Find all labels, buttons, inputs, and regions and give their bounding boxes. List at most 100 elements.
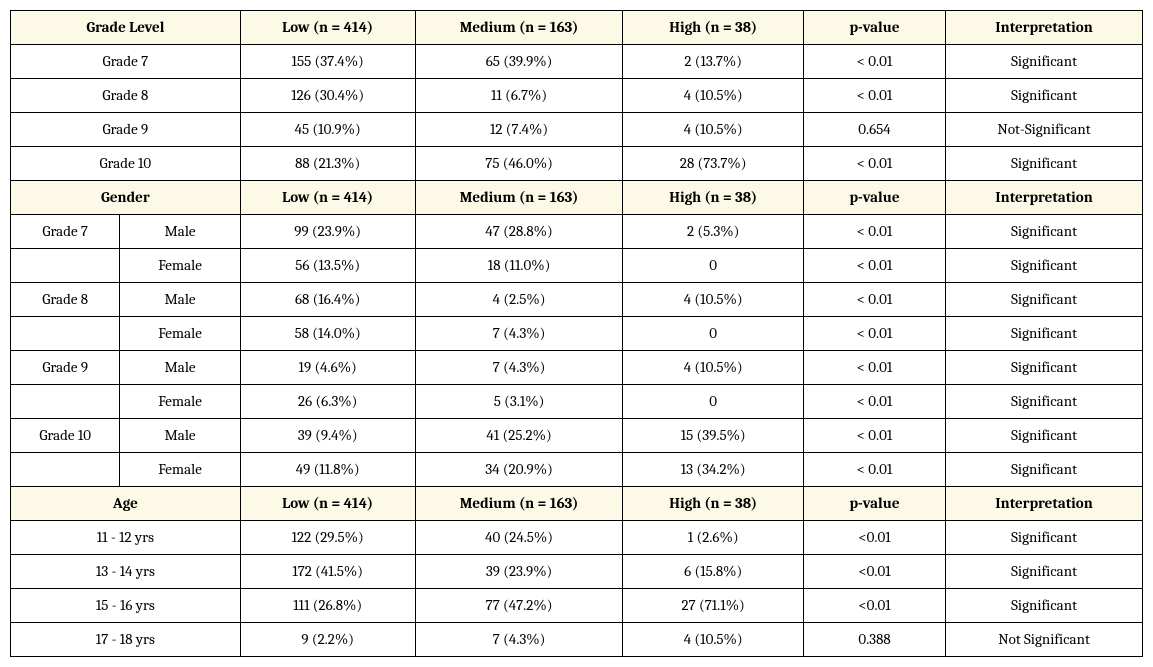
cell-pvalue: < 0.01: [803, 147, 945, 181]
cell-sex: Male: [120, 419, 240, 453]
cell-high: 28 (73.7%): [623, 147, 803, 181]
cell-low: 126 (30.4%): [240, 79, 415, 113]
cell-medium: 18 (11.0%): [415, 249, 623, 283]
cell-pvalue: < 0.01: [803, 283, 945, 317]
cell-sex: Female: [120, 249, 240, 283]
table-row: Grade 10 88 (21.3%) 75 (46.0%) 28 (73.7%…: [11, 147, 1143, 181]
cell-high: 15 (39.5%): [623, 419, 803, 453]
cell-high: 4 (10.5%): [623, 351, 803, 385]
cell-interp: Significant: [946, 79, 1143, 113]
cell-low: 111 (26.8%): [240, 589, 415, 623]
cell-pvalue: < 0.01: [803, 419, 945, 453]
cell-low: 9 (2.2%): [240, 623, 415, 657]
cell-pvalue: < 0.01: [803, 385, 945, 419]
table-row: Female 58 (14.0%) 7 (4.3%) 0 < 0.01 Sign…: [11, 317, 1143, 351]
cell-label: 17 - 18 yrs: [11, 623, 241, 657]
col-header-high: High (n = 38): [623, 487, 803, 521]
cell-high: 0: [623, 385, 803, 419]
cell-low: 49 (11.8%): [240, 453, 415, 487]
cell-pvalue: < 0.01: [803, 79, 945, 113]
table-row: Female 26 (6.3%) 5 (3.1%) 0 < 0.01 Signi…: [11, 385, 1143, 419]
cell-sex: Male: [120, 283, 240, 317]
cell-medium: 7 (4.3%): [415, 351, 623, 385]
cell-pvalue: < 0.01: [803, 317, 945, 351]
cell-medium: 7 (4.3%): [415, 317, 623, 351]
cell-pvalue: < 0.01: [803, 215, 945, 249]
table-row: Grade 8 126 (30.4%) 11 (6.7%) 4 (10.5%) …: [11, 79, 1143, 113]
cell-low: 56 (13.5%): [240, 249, 415, 283]
cell-medium: 7 (4.3%): [415, 623, 623, 657]
cell-label: 13 - 14 yrs: [11, 555, 241, 589]
table-header-row: Age Low (n = 414) Medium (n = 163) High …: [11, 487, 1143, 521]
cell-grade: [11, 453, 120, 487]
col-header-pvalue: p-value: [803, 487, 945, 521]
cell-low: 122 (29.5%): [240, 521, 415, 555]
cell-interp: Significant: [946, 419, 1143, 453]
table-header-row: Gender Low (n = 414) Medium (n = 163) Hi…: [11, 181, 1143, 215]
cell-high: 4 (10.5%): [623, 113, 803, 147]
cell-pvalue: 0.388: [803, 623, 945, 657]
cell-low: 26 (6.3%): [240, 385, 415, 419]
cell-interp: Significant: [946, 317, 1143, 351]
cell-low: 39 (9.4%): [240, 419, 415, 453]
cell-interp: Significant: [946, 555, 1143, 589]
cell-pvalue: < 0.01: [803, 249, 945, 283]
cell-interp: Significant: [946, 351, 1143, 385]
cell-low: 19 (4.6%): [240, 351, 415, 385]
cell-label: Grade 10: [11, 147, 241, 181]
cell-low: 99 (23.9%): [240, 215, 415, 249]
table-row: 15 - 16 yrs 111 (26.8%) 77 (47.2%) 27 (7…: [11, 589, 1143, 623]
col-header-high: High (n = 38): [623, 11, 803, 45]
cell-medium: 5 (3.1%): [415, 385, 623, 419]
cell-sex: Female: [120, 453, 240, 487]
cell-medium: 4 (2.5%): [415, 283, 623, 317]
cell-interp: Significant: [946, 215, 1143, 249]
cell-medium: 75 (46.0%): [415, 147, 623, 181]
cell-medium: 34 (20.9%): [415, 453, 623, 487]
cell-sex: Male: [120, 215, 240, 249]
cell-grade: Grade 9: [11, 351, 120, 385]
col-header-medium: Medium (n = 163): [415, 487, 623, 521]
cell-interp: Significant: [946, 45, 1143, 79]
cell-label: 11 - 12 yrs: [11, 521, 241, 555]
cell-interp: Not Significant: [946, 623, 1143, 657]
cell-label: Grade 8: [11, 79, 241, 113]
table-row: Female 56 (13.5%) 18 (11.0%) 0 < 0.01 Si…: [11, 249, 1143, 283]
col-header-interp: Interpretation: [946, 487, 1143, 521]
cell-grade: [11, 317, 120, 351]
cell-high: 6 (15.8%): [623, 555, 803, 589]
table-row: Female 49 (11.8%) 34 (20.9%) 13 (34.2%) …: [11, 453, 1143, 487]
col-header-grade-level: Grade Level: [11, 11, 241, 45]
cell-medium: 12 (7.4%): [415, 113, 623, 147]
cell-high: 2 (13.7%): [623, 45, 803, 79]
cell-sex: Male: [120, 351, 240, 385]
cell-low: 155 (37.4%): [240, 45, 415, 79]
cell-medium: 40 (24.5%): [415, 521, 623, 555]
cell-grade: [11, 249, 120, 283]
cell-low: 58 (14.0%): [240, 317, 415, 351]
table-row: Grade 7 Male 99 (23.9%) 47 (28.8%) 2 (5.…: [11, 215, 1143, 249]
col-header-interp: Interpretation: [946, 11, 1143, 45]
cell-interp: Significant: [946, 589, 1143, 623]
col-header-age: Age: [11, 487, 241, 521]
cell-high: 13 (34.2%): [623, 453, 803, 487]
cell-pvalue: < 0.01: [803, 453, 945, 487]
cell-interp: Not-Significant: [946, 113, 1143, 147]
cell-grade: Grade 7: [11, 215, 120, 249]
cell-high: 4 (10.5%): [623, 283, 803, 317]
cell-interp: Significant: [946, 453, 1143, 487]
cell-interp: Significant: [946, 249, 1143, 283]
cell-interp: Significant: [946, 147, 1143, 181]
table-row: 13 - 14 yrs 172 (41.5%) 39 (23.9%) 6 (15…: [11, 555, 1143, 589]
col-header-medium: Medium (n = 163): [415, 181, 623, 215]
table-row: Grade 10 Male 39 (9.4%) 41 (25.2%) 15 (3…: [11, 419, 1143, 453]
cell-medium: 77 (47.2%): [415, 589, 623, 623]
col-header-low: Low (n = 414): [240, 181, 415, 215]
table-row: Grade 9 45 (10.9%) 12 (7.4%) 4 (10.5%) 0…: [11, 113, 1143, 147]
cell-label: Grade 9: [11, 113, 241, 147]
table-header-row: Grade Level Low (n = 414) Medium (n = 16…: [11, 11, 1143, 45]
cell-high: 0: [623, 317, 803, 351]
cell-pvalue: <0.01: [803, 521, 945, 555]
cell-grade: Grade 8: [11, 283, 120, 317]
cell-interp: Significant: [946, 283, 1143, 317]
